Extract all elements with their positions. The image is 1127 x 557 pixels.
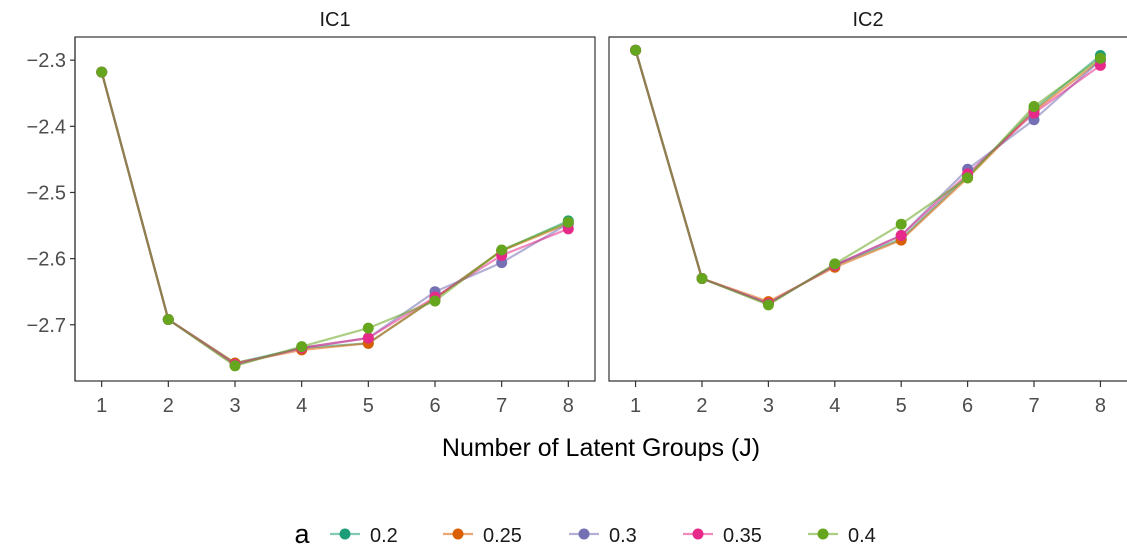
x-tick-label: 1	[96, 395, 107, 417]
data-point-0.4	[1094, 52, 1106, 64]
x-tick-label: 4	[829, 395, 840, 417]
data-point-0.4	[362, 322, 374, 334]
series-line-0.25	[634, 49, 1102, 303]
panel-border-IC1	[74, 36, 596, 382]
data-point-0.4	[829, 258, 841, 270]
data-point-0.4	[630, 44, 642, 56]
x-tick-label: 2	[696, 395, 707, 417]
legend-label: 0.3	[609, 525, 637, 547]
x-tick-label: 3	[229, 395, 240, 417]
x-tick-label: 8	[563, 395, 574, 417]
legend-swatch-point	[578, 528, 590, 540]
legend-swatch-point	[452, 528, 464, 540]
x-tick-label: 7	[1028, 395, 1039, 417]
legend-label: 0.35	[723, 525, 762, 547]
facet-title: IC1	[319, 9, 350, 31]
legend-label: 0.4	[848, 525, 876, 547]
series-line-0.35	[634, 49, 1102, 305]
series-line-0.2	[634, 49, 1102, 305]
data-point-0.4	[229, 360, 241, 372]
data-point-0.4	[1028, 101, 1040, 112]
x-tick-label: 1	[630, 395, 641, 417]
x-axis-title: Number of Latent Groups (J)	[442, 434, 760, 462]
x-tick-label: 7	[496, 395, 507, 417]
data-point-0.4	[296, 341, 308, 353]
y-tick-label: −2.4	[27, 116, 66, 138]
legend-swatch-point	[817, 528, 829, 540]
data-point-0.4	[696, 273, 708, 284]
data-point-0.4	[895, 218, 907, 230]
x-tick-label: 5	[363, 395, 374, 417]
panel-border-IC2	[608, 36, 1127, 382]
data-point-0.4	[496, 244, 508, 256]
x-tick-label: 6	[962, 395, 973, 417]
data-point-0.35	[895, 230, 907, 241]
legend-swatch-point	[692, 528, 704, 540]
data-point-0.4	[96, 66, 108, 78]
data-point-0.4	[162, 314, 174, 325]
x-tick-label: 2	[163, 395, 174, 417]
legend-swatch-point	[339, 528, 351, 540]
data-point-0.4	[962, 172, 974, 184]
series-line-0.4	[634, 49, 1102, 306]
series-line-0.4	[100, 71, 569, 367]
data-point-0.4	[429, 295, 441, 307]
y-tick-label: −2.5	[27, 182, 66, 204]
facet-title: IC2	[852, 9, 883, 31]
y-tick-label: −2.3	[27, 50, 66, 72]
y-tick-label: −2.7	[27, 315, 66, 337]
x-tick-label: 3	[763, 395, 774, 417]
legend-label: 0.25	[483, 525, 522, 547]
y-tick-label: −2.6	[27, 249, 66, 271]
data-point-0.4	[562, 216, 574, 228]
x-tick-label: 6	[429, 395, 440, 417]
series-line-0.3	[634, 49, 1102, 305]
data-point-0.4	[762, 299, 774, 311]
legend-label: 0.2	[370, 525, 398, 547]
legend-title: a	[294, 519, 310, 549]
x-tick-label: 8	[1095, 395, 1106, 417]
x-tick-label: 5	[896, 395, 907, 417]
x-tick-label: 4	[296, 395, 307, 417]
data-point-0.35	[362, 332, 374, 344]
